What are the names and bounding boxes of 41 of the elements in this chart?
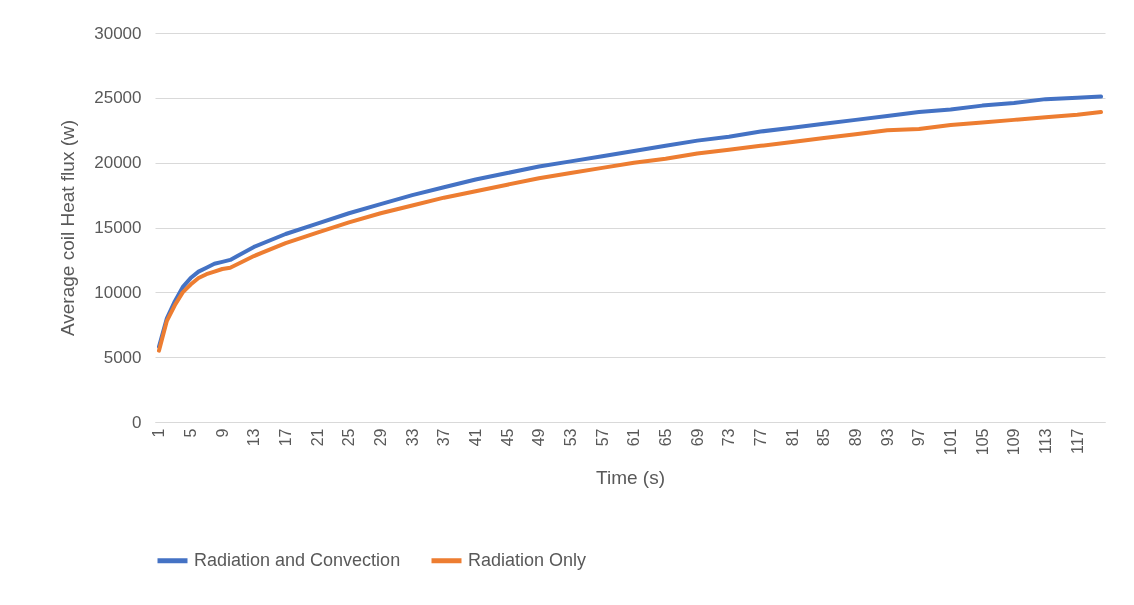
x-tick-label: 1 bbox=[150, 428, 168, 438]
y-tick-label: 25000 bbox=[94, 88, 142, 108]
legend-label: Radiation Only bbox=[468, 549, 587, 570]
x-tick-label: 53 bbox=[562, 428, 580, 447]
x-tick-label: 117 bbox=[1068, 428, 1086, 455]
x-tick-label: 49 bbox=[530, 428, 548, 447]
x-tick-label: 21 bbox=[308, 428, 326, 447]
x-tick-label: 93 bbox=[878, 428, 896, 447]
x-tick-label: 57 bbox=[593, 428, 611, 447]
x-tick-label: 37 bbox=[435, 428, 453, 447]
x-tick-label: 81 bbox=[783, 428, 801, 447]
y-tick-label: 10000 bbox=[94, 282, 142, 302]
x-tick-label: 61 bbox=[625, 428, 643, 447]
x-tick-label: 69 bbox=[688, 428, 706, 447]
x-tick-label: 89 bbox=[847, 428, 865, 447]
x-tick-label: 109 bbox=[1005, 428, 1023, 456]
y-tick-label: 15000 bbox=[94, 218, 142, 237]
x-tick-label: 45 bbox=[498, 428, 516, 447]
y-tick-label: 5000 bbox=[103, 347, 142, 367]
x-axis-title: Time (s) bbox=[596, 467, 665, 489]
x-tick-label: 41 bbox=[467, 428, 485, 447]
x-tick-label: 101 bbox=[942, 428, 960, 456]
x-tick-label: 13 bbox=[245, 428, 263, 447]
x-tick-label: 65 bbox=[657, 428, 675, 447]
x-tick-label: 5 bbox=[182, 428, 200, 438]
x-tick-label: 77 bbox=[752, 428, 770, 447]
legend-label: Radiation and Convection bbox=[194, 549, 401, 570]
y-axis-title: Average coil Heat flux (w) bbox=[57, 119, 79, 337]
x-tick-label: 17 bbox=[277, 428, 295, 447]
x-tick-label: 33 bbox=[403, 428, 421, 447]
x-tick-label: 85 bbox=[815, 428, 833, 447]
y-tick-label: 0 bbox=[132, 412, 142, 432]
x-tick-label: 105 bbox=[973, 428, 991, 456]
x-tick-label: 113 bbox=[1037, 428, 1055, 455]
y-tick-label: 20000 bbox=[94, 153, 142, 173]
y-tick-label: 30000 bbox=[94, 23, 142, 43]
x-tick-label: 97 bbox=[910, 428, 928, 447]
x-tick-label: 73 bbox=[720, 428, 738, 447]
x-tick-label: 9 bbox=[213, 428, 231, 438]
x-tick-label: 29 bbox=[372, 428, 390, 447]
x-tick-label: 25 bbox=[340, 428, 358, 447]
